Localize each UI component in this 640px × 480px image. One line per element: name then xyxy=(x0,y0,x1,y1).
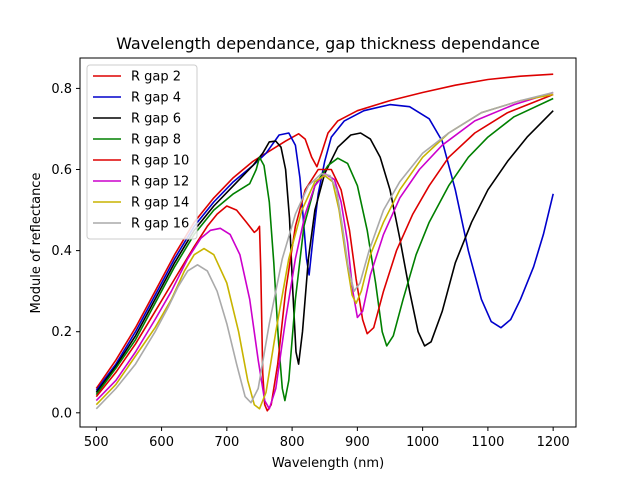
series-line-6 xyxy=(95,91,554,410)
legend-label: R gap 2 xyxy=(131,70,181,85)
y-tick-label: 0.4 xyxy=(51,244,72,259)
x-tick-label: 800 xyxy=(280,435,305,450)
y-tick-label: 0.2 xyxy=(51,325,72,340)
y-tick-label: 0.6 xyxy=(51,163,72,178)
series-line-1 xyxy=(95,73,554,389)
legend-label: R gap 8 xyxy=(131,133,181,148)
y-tick-label: 0.8 xyxy=(51,82,72,97)
x-tick-label: 600 xyxy=(149,435,174,450)
series-line-3 xyxy=(95,110,554,393)
x-tick-label: 1100 xyxy=(471,435,504,450)
legend-label: R gap 16 xyxy=(131,217,189,232)
legend-label: R gap 12 xyxy=(131,175,189,190)
x-tick-label: 500 xyxy=(84,435,109,450)
x-tick-label: 1000 xyxy=(406,435,439,450)
legend: R gap 2 R gap 4 R gap 6 R gap 8 R gap 10 R ga… xyxy=(86,64,198,240)
legend-label: R gap 14 xyxy=(131,196,189,211)
chart-title: Wavelength dependance, gap thickness dep… xyxy=(116,34,540,53)
x-tick-label: 700 xyxy=(214,435,239,450)
y-tick-label: 0.0 xyxy=(51,406,72,421)
series-line-7 xyxy=(95,93,554,410)
series-line-4 xyxy=(95,97,554,402)
legend-label: R gap 6 xyxy=(131,112,181,127)
plot-area xyxy=(95,73,554,412)
series-line-2 xyxy=(95,103,554,391)
series-line-8 xyxy=(95,91,554,410)
x-tick-label: 1200 xyxy=(537,435,570,450)
x-axis-label: Wavelength (nm) xyxy=(272,456,384,471)
legend-label: R gap 10 xyxy=(131,154,189,169)
legend-box xyxy=(86,64,198,240)
y-axis-label: Module of reflectance xyxy=(29,173,44,314)
y-axis-ticks: 0.0 0.2 0.4 0.6 0.8 xyxy=(51,82,80,421)
x-axis-ticks: 500 600 700 800 900 1000 1100 1200 xyxy=(84,427,570,450)
series-line-5 xyxy=(95,93,554,412)
legend-label: R gap 4 xyxy=(131,91,181,106)
plot-frame xyxy=(79,57,577,428)
x-tick-label: 900 xyxy=(345,435,370,450)
